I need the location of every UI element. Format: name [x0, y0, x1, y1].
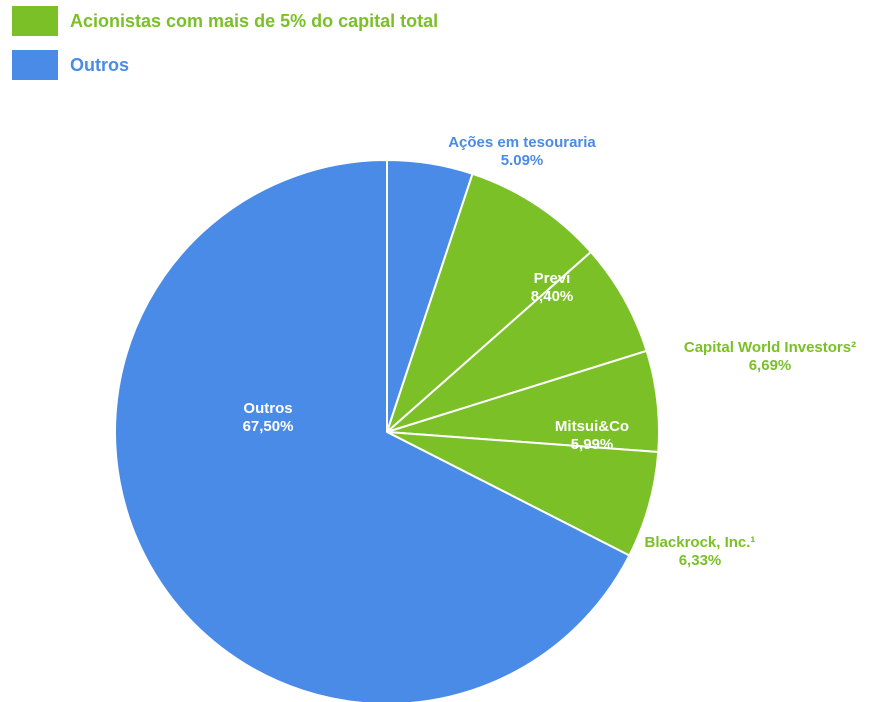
- slice-label-name: Blackrock, Inc.¹: [645, 534, 756, 551]
- slice-label-name: Ações em tesouraria: [448, 134, 596, 151]
- legend-label: Acionistas com mais de 5% do capital tot…: [70, 10, 439, 31]
- slice-label-name: Previ: [534, 270, 571, 287]
- slice-label-outros: Outros 67,50%: [243, 400, 294, 435]
- pie-slices: [114, 159, 660, 702]
- pie-slice-outros: [114, 159, 631, 702]
- slice-label-value: 67,50%: [243, 418, 294, 435]
- slice-labels: Ações em tesouraria 5.09% Previ 8,40% Capita…: [243, 134, 857, 569]
- legend-item-major-shareholders: Acionistas com mais de 5% do capital tot…: [12, 6, 438, 36]
- slice-label-value: 6,33%: [679, 552, 722, 569]
- slice-label-value: 8,40%: [531, 288, 574, 305]
- legend-swatch-blue: [12, 50, 58, 80]
- slice-label-capital-world-investors: Capital World Investors² 6,69%: [684, 339, 856, 374]
- slice-label-acoes-em-tesouraria: Ações em tesouraria 5.09%: [448, 134, 596, 169]
- slice-label-name: Capital World Investors²: [684, 339, 856, 356]
- slice-label-name: Outros: [243, 400, 292, 417]
- legend-label: Outros: [70, 54, 130, 75]
- legend-swatch-green: [12, 6, 58, 36]
- slice-label-mitsui-co: Mitsui&Co 5,99%: [555, 418, 629, 453]
- legend-item-others: Outros: [12, 50, 438, 80]
- slice-label-value: 6,69%: [749, 357, 792, 374]
- slice-label-blackrock-inc: Blackrock, Inc.¹ 6,33%: [645, 534, 756, 569]
- pie-slice-capital-world-investors: [386, 250, 648, 433]
- slice-label-previ: Previ 8,40%: [531, 270, 574, 305]
- slice-label-value: 5,99%: [571, 436, 614, 453]
- slice-label-name: Mitsui&Co: [555, 418, 629, 435]
- pie-slice-previ: [386, 172, 592, 433]
- chart-legend: Acionistas com mais de 5% do capital tot…: [12, 6, 438, 94]
- slice-label-value: 5.09%: [501, 152, 544, 169]
